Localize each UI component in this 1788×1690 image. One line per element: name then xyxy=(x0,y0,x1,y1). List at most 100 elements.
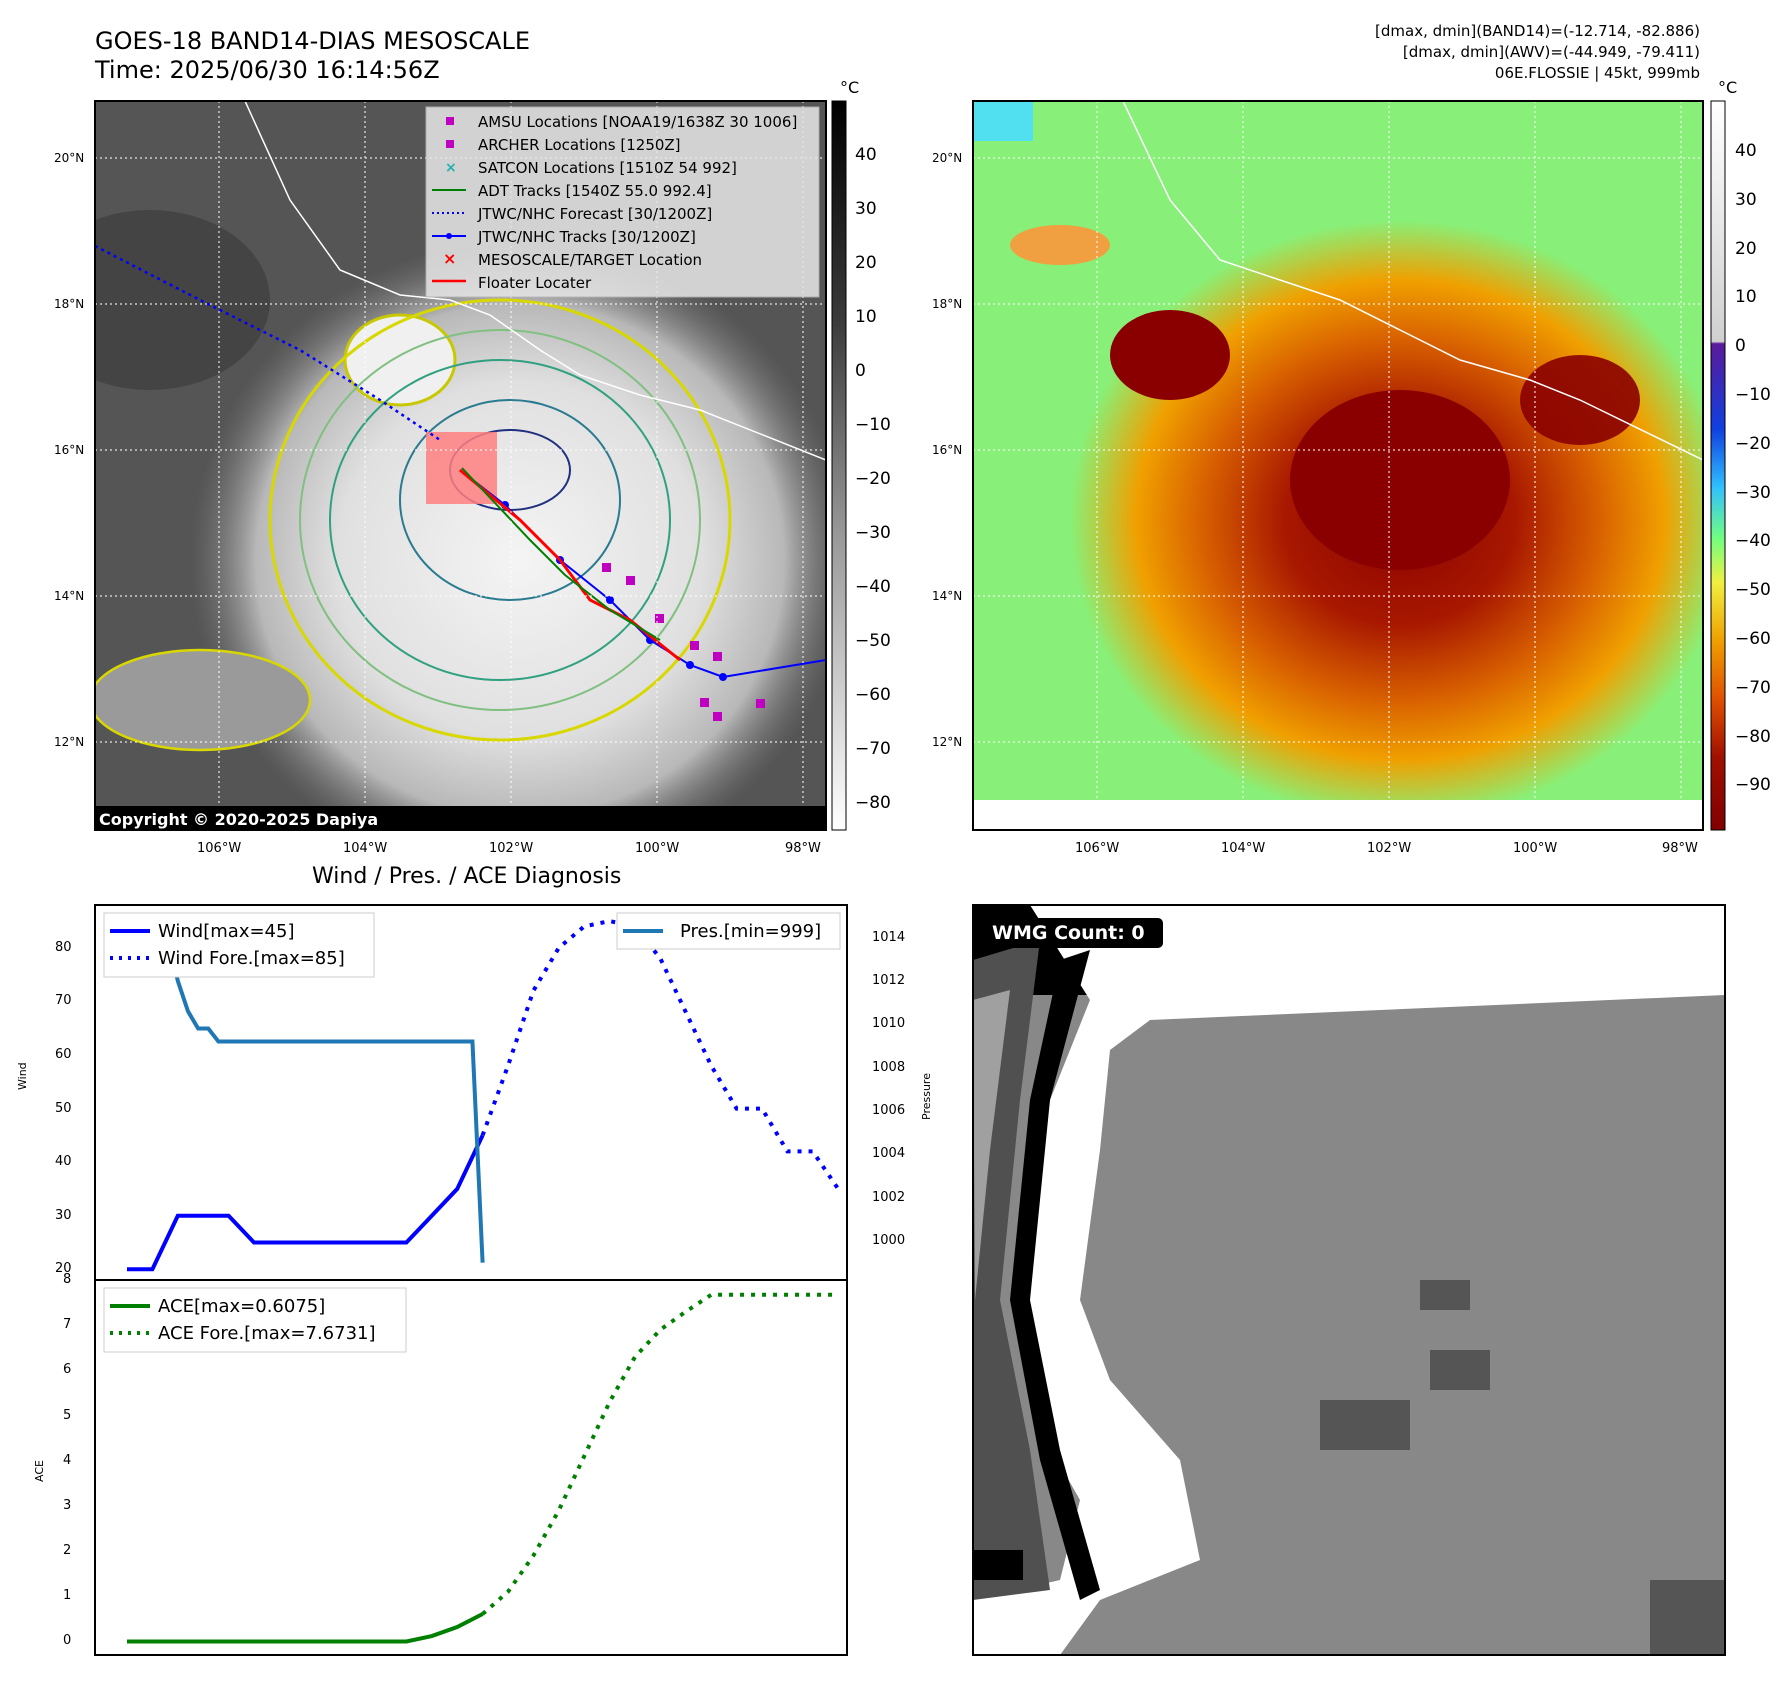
wind-legend-box xyxy=(103,912,375,978)
awv-lat-label-20n: 20°N xyxy=(932,151,963,165)
info-line-3: 06E.FLOSSIE | 45kt, 999mb xyxy=(1494,64,1700,82)
awv-map-frame xyxy=(972,100,1704,831)
ir-cbar-unit: °C xyxy=(840,78,860,97)
map-legend-label-0: AMSU Locations [NOAA19/1638Z 30 1006] xyxy=(478,113,798,131)
ace-tick-label: 3 xyxy=(63,1497,72,1513)
wind-tick-label: 50 xyxy=(55,1100,72,1116)
cbar-tick-label: 20 xyxy=(855,253,877,273)
cbar-tick-label: 40 xyxy=(855,145,877,165)
map-legend-label-6: MESOSCALE/TARGET Location xyxy=(478,251,703,269)
pressure-tick-label: 1012 xyxy=(872,972,906,988)
awv-lon-label-104w: 104°W xyxy=(1221,841,1266,856)
awv-colorbar xyxy=(1710,100,1726,831)
pressure-tick-label: 1004 xyxy=(872,1146,906,1162)
series-line xyxy=(127,1134,485,1272)
series-line xyxy=(127,935,485,1263)
copyright: Copyright © 2020-2025 Dapiya xyxy=(99,810,379,829)
cbar-tick-label: −80 xyxy=(855,793,891,813)
ace-tick-label: 5 xyxy=(63,1407,72,1423)
lon-label-104w: 104°W xyxy=(343,841,388,856)
awv-lon-label-98w: 98°W xyxy=(1662,841,1698,856)
wind-tick-label: 30 xyxy=(55,1207,72,1223)
cbar-tick-label: 40 xyxy=(1735,141,1757,161)
cbar-tick-label: −20 xyxy=(855,469,891,489)
ace-legend-box xyxy=(103,1287,407,1353)
cbar-tick-label: −50 xyxy=(855,631,891,651)
cbar-tick-label: −40 xyxy=(855,577,891,597)
cbar-tick-label: 10 xyxy=(1735,287,1757,308)
map-legend-label-7: Floater Locater xyxy=(478,274,592,292)
map-legend-label-2: SATCON Locations [1510Z 54 992] xyxy=(478,159,737,177)
wind-axis-label: Wind xyxy=(16,1062,29,1090)
pressure-tick-label: 1006 xyxy=(872,1102,906,1118)
lat-label-20n: 20°N xyxy=(54,151,85,165)
pressure-tick-label: 1014 xyxy=(872,929,906,945)
ace-tick-label: 4 xyxy=(63,1452,72,1468)
ace-frame xyxy=(94,1279,848,1656)
cbar-tick-label: −50 xyxy=(1735,580,1771,601)
svg-text:×: × xyxy=(443,249,456,268)
map-legend-label-5: JTWC/NHC Tracks [30/1200Z] xyxy=(478,228,696,246)
cbar-tick-label: −60 xyxy=(855,685,891,705)
wmg-panel xyxy=(973,905,1725,1655)
cbar-tick-label: −20 xyxy=(1735,433,1771,454)
awv-lat-label-12n: 12°N xyxy=(932,735,963,749)
cbar-tick-label: −70 xyxy=(1735,677,1771,698)
wind-tick-label: 80 xyxy=(55,939,72,955)
cbar-tick-label: −70 xyxy=(855,739,891,759)
map-legend-box xyxy=(425,106,820,298)
ir-map-frame xyxy=(94,100,827,831)
chart-layer xyxy=(127,919,840,1644)
map-legend-label-3: ADT Tracks [1540Z 55.0 992.4] xyxy=(478,182,712,200)
image-title: GOES-18 BAND14-DIAS MESOSCALE xyxy=(95,27,531,55)
cbar-tick-label: 0 xyxy=(1735,336,1746,357)
lat-label-12n: 12°N xyxy=(54,735,85,749)
info-line-1: [dmax, dmin](BAND14)=(-12.714, -82.886) xyxy=(1375,22,1700,40)
lon-label-100w: 100°W xyxy=(635,841,680,856)
pres-legend-label: Pres.[min=999] xyxy=(680,921,822,942)
lat-label-18n: 18°N xyxy=(54,297,85,311)
wind-tick-label: 40 xyxy=(55,1154,72,1170)
cbar-tick-label: −30 xyxy=(855,523,891,543)
ace-tick-label: 6 xyxy=(63,1362,72,1378)
pressure-tick-label: 1008 xyxy=(872,1059,906,1075)
map-legend-symbols: × × xyxy=(432,117,466,283)
cbar-tick-label: −10 xyxy=(1735,385,1771,405)
wind-fore-legend-label: Wind Fore.[max=85] xyxy=(158,948,345,969)
cbar-tick-label: 0 xyxy=(855,361,866,381)
cbar-tick-label: 30 xyxy=(1735,189,1757,210)
cbar-tick-label: −90 xyxy=(1735,775,1771,796)
wmg-frame xyxy=(972,904,1726,1656)
awv-lat-label-16n: 16°N xyxy=(932,443,963,457)
lon-label-106w: 106°W xyxy=(197,841,242,856)
wind-legend-label: Wind[max=45] xyxy=(158,921,295,942)
ace-tick-label: 8 xyxy=(63,1272,72,1287)
lon-label-98w: 98°W xyxy=(785,841,821,856)
cbar-tick-label: 10 xyxy=(855,307,877,327)
ir-colorbar xyxy=(831,100,847,831)
map-legend-label-4: JTWC/NHC Forecast [30/1200Z] xyxy=(478,205,713,223)
cbar-tick-label: −30 xyxy=(1735,482,1771,503)
awv-lon-label-102w: 102°W xyxy=(1367,841,1412,856)
cbar-tick-label: 20 xyxy=(1735,238,1757,259)
pressure-tick-label: 1002 xyxy=(872,1189,906,1205)
pressure-axis-label: Pressure xyxy=(920,1073,933,1120)
awv-lat-label-14n: 14°N xyxy=(932,589,963,603)
ace-legend-label: ACE[max=0.6075] xyxy=(158,1296,326,1317)
awv-lon-label-100w: 100°W xyxy=(1513,841,1558,856)
wmg-count-label: WMG Count: 0 xyxy=(992,922,1145,944)
pressure-tick-label: 1000 xyxy=(872,1232,906,1248)
wind-tick-label: 20 xyxy=(55,1261,72,1277)
cbar-tick-label: −10 xyxy=(855,415,891,435)
ace-fore-legend-label: ACE Fore.[max=7.6731] xyxy=(158,1323,376,1344)
series-line xyxy=(481,1292,839,1616)
wind-tick-label: 70 xyxy=(55,993,72,1009)
ace-tick-label: 7 xyxy=(63,1317,72,1333)
pressure-tick-label: 1010 xyxy=(872,1016,906,1032)
wind-tick-label: 60 xyxy=(55,1047,72,1062)
lon-label-102w: 102°W xyxy=(489,841,534,856)
lat-label-14n: 14°N xyxy=(54,589,85,603)
series-line xyxy=(127,1612,484,1644)
awv-lat-label-18n: 18°N xyxy=(932,297,963,311)
